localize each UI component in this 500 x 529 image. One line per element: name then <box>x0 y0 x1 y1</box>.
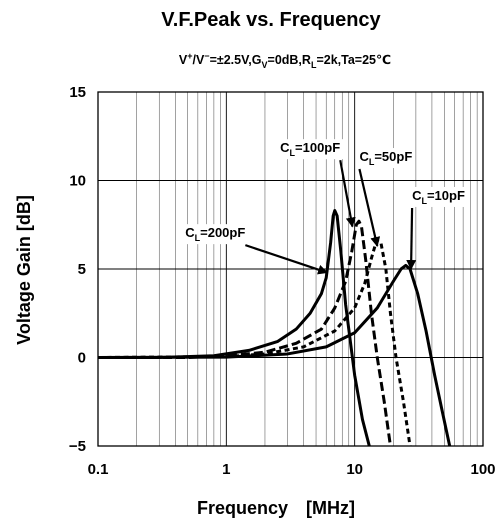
annotation-base: C <box>412 188 422 203</box>
annotation-arrow <box>339 159 356 228</box>
annotation-bg <box>356 148 416 169</box>
annotation-sub: L <box>195 233 201 243</box>
subtitle-sub-v: V <box>262 60 268 70</box>
x-tick-label: 1 <box>222 461 230 478</box>
annotation-label: CL=200pF <box>185 225 245 243</box>
y-tick-label: −5 <box>69 438 86 455</box>
x-tick-label: 0.1 <box>88 461 109 478</box>
subtitle-mid3: =0dB,R <box>268 53 311 67</box>
annotation-tail: =100pF <box>295 140 340 155</box>
annotation: CL=100pF <box>277 139 356 228</box>
annotation-bg <box>277 139 344 160</box>
annotation-base: C <box>359 149 369 164</box>
chart-title: V.F.Peak vs. Frequency <box>161 9 381 31</box>
annotation-sub: L <box>421 196 427 206</box>
chart-subtitle: V+/V−=±2.5V,GV=0dB,RL=2k,Ta=25℃ <box>179 51 391 70</box>
annotation-tail: =10pF <box>427 188 465 203</box>
y-axis-label: Voltage Gain [dB] <box>14 195 34 345</box>
x-tick-label: 100 <box>470 461 495 478</box>
subtitle-base: V <box>179 53 188 67</box>
annotation: CL=10pF <box>406 186 468 270</box>
tick-labels: 0.1 1 10 100 15 10 5 0 −5 <box>69 84 496 478</box>
annotation-label: CL=50pF <box>359 149 412 167</box>
subtitle-sup-minus: − <box>204 51 209 61</box>
series-line <box>98 263 452 446</box>
subtitle-sup-plus: + <box>187 51 192 61</box>
y-tick-label: 5 <box>78 261 86 278</box>
y-tick-label: 10 <box>69 173 86 190</box>
series-line <box>98 239 412 446</box>
annotation-arrow <box>358 168 381 247</box>
annotation-bg <box>409 186 468 207</box>
annotation-arrow <box>245 244 329 275</box>
annotation-sub: L <box>290 148 296 158</box>
subtitle-mid1: /V <box>192 53 204 67</box>
series-line <box>98 219 392 446</box>
x-tick-label: 10 <box>346 461 363 478</box>
annotation-tail: =200pF <box>200 225 245 240</box>
subtitle-mid2: =±2.5V,G <box>210 53 262 67</box>
annotation-arrow <box>406 207 417 270</box>
series-layer <box>98 209 452 446</box>
annotation-label: CL=100pF <box>280 140 340 158</box>
annotation-tail: =50pF <box>374 149 412 164</box>
subtitle-tail: =2k,Ta=25℃ <box>316 53 391 67</box>
annotation-base: C <box>185 225 195 240</box>
annotation-bg <box>182 224 249 245</box>
y-tick-label: 0 <box>78 350 86 367</box>
subtitle-sub-l: L <box>311 60 317 70</box>
annotation-label: CL=10pF <box>412 188 465 206</box>
y-tick-label: 15 <box>69 84 86 101</box>
x-axis-label: Frequency [MHz] <box>197 498 355 518</box>
annotation: CL=50pF <box>356 148 416 247</box>
annotation-base: C <box>280 140 290 155</box>
plot-frame <box>97 91 484 447</box>
annotation-sub: L <box>369 157 375 167</box>
series-line <box>98 209 371 446</box>
annotation: CL=200pF <box>182 224 329 275</box>
